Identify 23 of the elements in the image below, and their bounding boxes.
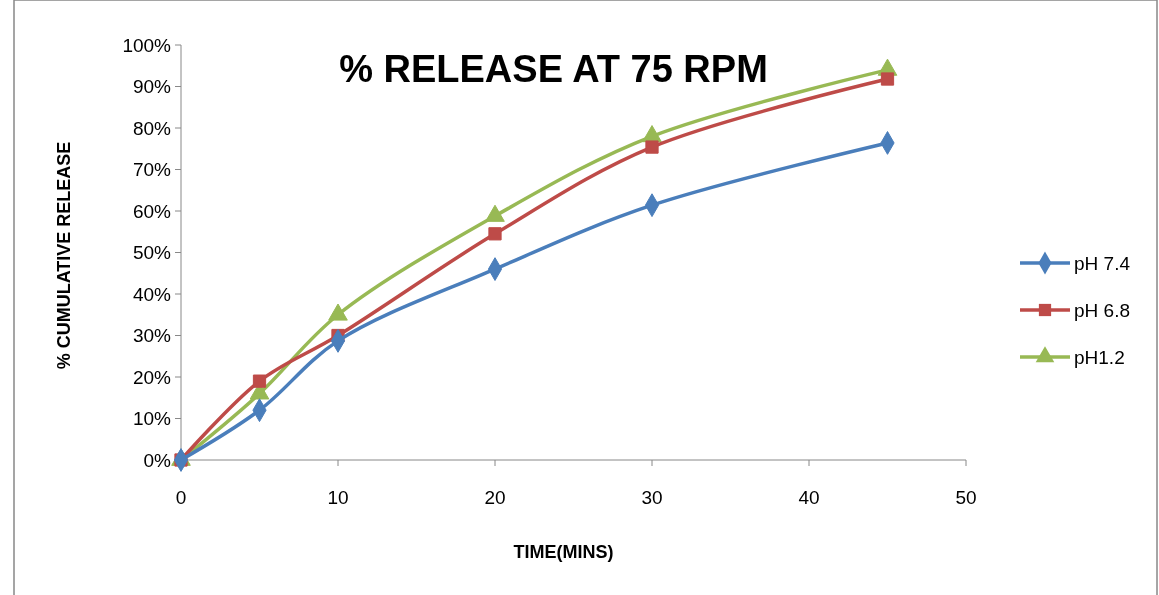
y-tick-label: 50% <box>132 242 172 264</box>
y-tick-label: 20% <box>132 366 172 388</box>
legend-label: pH 7.4 <box>1074 252 1131 274</box>
y-tick-label: 40% <box>132 283 172 305</box>
x-axis-title: TIME(MINS) <box>513 542 614 562</box>
x-tick-label: 20 <box>484 487 506 508</box>
y-tick-label: 90% <box>132 76 172 98</box>
y-tick-label: 10% <box>132 408 172 430</box>
x-tick-label: 50 <box>955 487 977 508</box>
legend-label: pH 6.8 <box>1074 299 1130 321</box>
x-tick-label: 40 <box>798 487 820 508</box>
y-tick-label: 70% <box>132 159 172 181</box>
y-tick-label: 0% <box>143 449 172 471</box>
y-axis-title: % CUMULATIVE RELEASE <box>54 141 74 370</box>
y-tick-label: 60% <box>132 200 172 222</box>
y-tick-label: 100% <box>122 34 172 56</box>
legend-label: pH1.2 <box>1074 346 1125 368</box>
chart-title: % RELEASE AT 75 RPM <box>339 48 768 90</box>
x-tick-label: 30 <box>641 487 663 508</box>
x-tick-label: 10 <box>327 487 349 508</box>
y-tick-label: 30% <box>132 325 172 347</box>
y-tick-label: 80% <box>132 117 172 139</box>
x-tick-label: 0 <box>175 487 187 508</box>
